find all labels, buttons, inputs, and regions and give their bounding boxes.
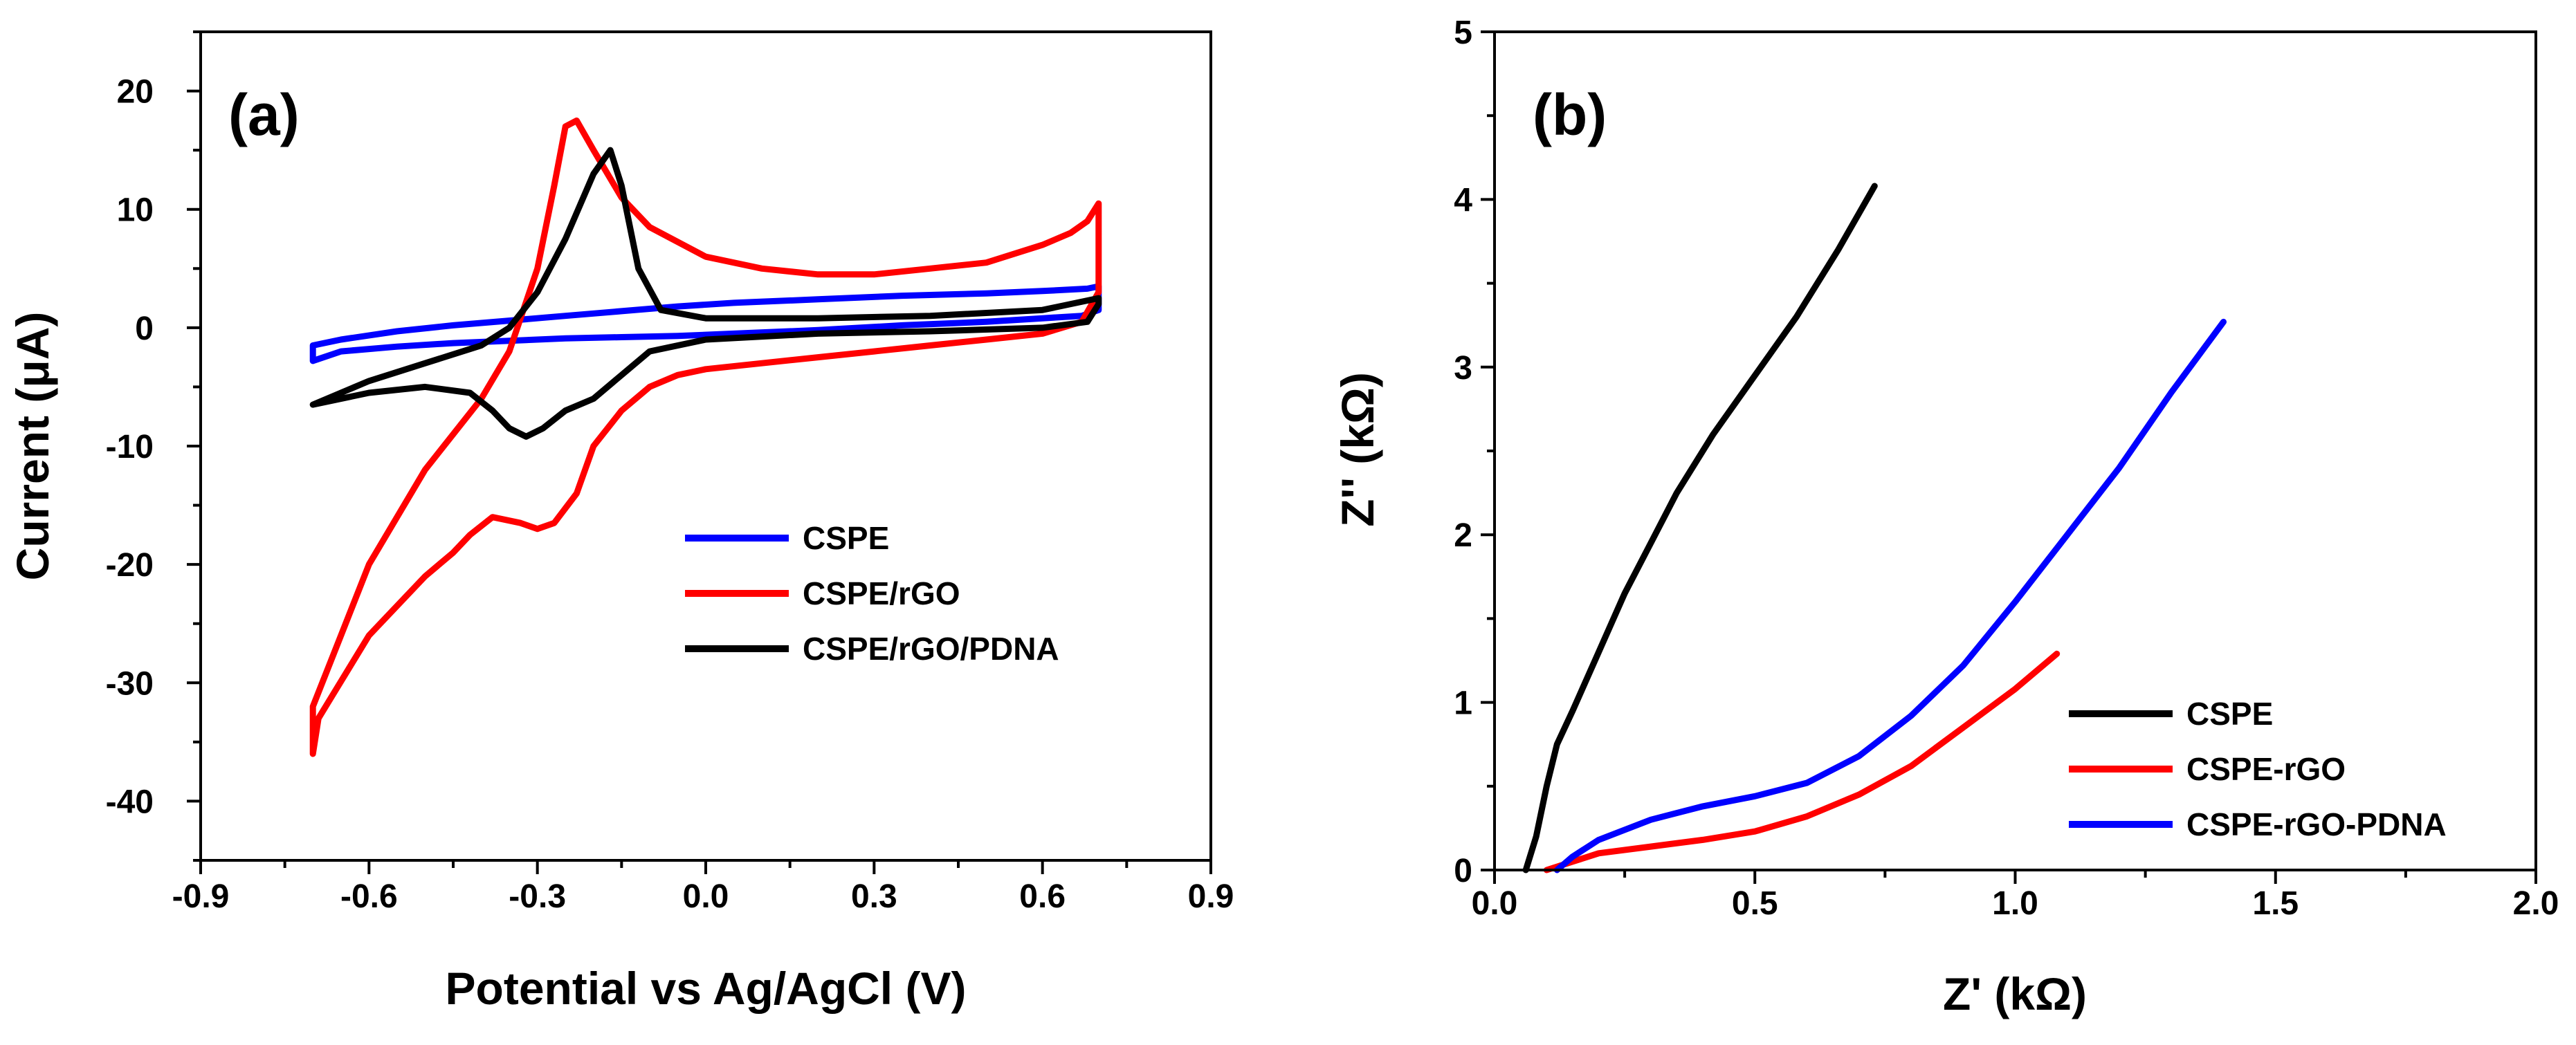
panel-b-series-line-2	[1553, 318, 2227, 873]
panel-a-x-tick-label: -0.6	[340, 878, 398, 915]
panel-a-x-tick-label: 0.0	[683, 878, 729, 915]
panel-a-x-tick-label: 0.6	[1019, 878, 1066, 915]
panel-a-x-tick-label: 0.3	[851, 878, 897, 915]
panel-a-y-tick-label: 0	[135, 311, 154, 347]
panel-a-legend-label-2: CSPE/rGO/PDNA	[803, 631, 1059, 667]
panel-a-x-tick-label: 0.9	[1188, 878, 1234, 915]
panel-b-y-tick-label: 3	[1454, 350, 1472, 387]
panel-a-legend-label-1: CSPE/rGO	[803, 575, 960, 611]
panel-b-series-line-0	[1522, 183, 1878, 873]
panel-a-legend: CSPE CSPE/rGO CSPE/rGO/PDNA	[685, 520, 1059, 667]
panel-a-series-line-2	[309, 147, 1102, 440]
panel-b-label: (b)	[1533, 82, 1607, 147]
panel-a-y-tick-label: -40	[106, 784, 154, 820]
panel-b-tick-layer: 0.0 0.5 1.0 1.5 2.0 0 1 2 3 4 5	[1454, 15, 2559, 922]
panel-b-x-tick-label: 2.0	[2513, 885, 2559, 922]
panel-a-x-tick-label: -0.9	[172, 878, 230, 915]
panel-a-y-tick-label: -20	[106, 547, 154, 584]
panel-a-x-tick-label: -0.3	[509, 878, 566, 915]
panel-b-y-tick-label: 0	[1454, 853, 1472, 889]
panel-a-label: (a)	[228, 82, 300, 147]
panel-b-legend: CSPE CSPE-rGO CSPE-rGO-PDNA	[2069, 696, 2447, 842]
panel-a-tick-layer: -0.9 -0.6 -0.3 0.0 0.3 0.6 0.9 -40 -30 -20 -10 0 10 2…	[106, 30, 1234, 915]
panel-b-series-layer	[1522, 183, 2227, 873]
panel-a-legend-label-0: CSPE	[803, 520, 889, 556]
panel-a-series-layer	[309, 117, 1102, 757]
panel-b-y-axis-label: Z'' (kΩ)	[1332, 372, 1383, 527]
panel-a-y-tick-label: -30	[106, 665, 154, 702]
panel-b-y-tick-label: 4	[1454, 182, 1472, 219]
panel-b-legend-label-2: CSPE-rGO-PDNA	[2186, 806, 2447, 842]
panel-b-series-line-1	[1543, 650, 2061, 873]
panel-b-x-tick-label: 1.0	[1992, 885, 2038, 922]
panel-b-legend-label-1: CSPE-rGO	[2186, 751, 2346, 787]
panel-a-y-tick-label: -10	[106, 429, 154, 465]
panel-a-y-tick-label: 10	[117, 192, 154, 229]
panel-b-x-axis-label: Z' (kΩ)	[1943, 968, 2087, 1019]
panel-a-series-line-1	[309, 117, 1102, 757]
panel-b-y-tick-label: 5	[1454, 15, 1472, 51]
panel-a-y-axis-label: Current (μA)	[7, 312, 58, 581]
panel-b-y-tick-label: 1	[1454, 685, 1472, 722]
panel-a-x-axis-label: Potential vs Ag/AgCl (V)	[446, 963, 967, 1014]
panel-b-nyquist-plot: 0.0 0.5 1.0 1.5 2.0 0 1 2 3 4 5 (b) Z' (kΩ) Z'' (k…	[1332, 15, 2559, 1019]
panel-b-x-tick-label: 1.5	[2252, 885, 2299, 922]
panel-b-x-tick-label: 0.5	[1732, 885, 1778, 922]
panel-b-legend-label-0: CSPE	[2186, 696, 2273, 732]
panel-b-y-tick-label: 2	[1454, 517, 1472, 554]
panel-a-cyclic-voltammogram: -0.9 -0.6 -0.3 0.0 0.3 0.6 0.9 -40 -30 -20 -10 0 10 2…	[7, 30, 1234, 1014]
panel-b-x-tick-label: 0.0	[1472, 885, 1518, 922]
panel-a-y-tick-label: 20	[117, 74, 154, 111]
